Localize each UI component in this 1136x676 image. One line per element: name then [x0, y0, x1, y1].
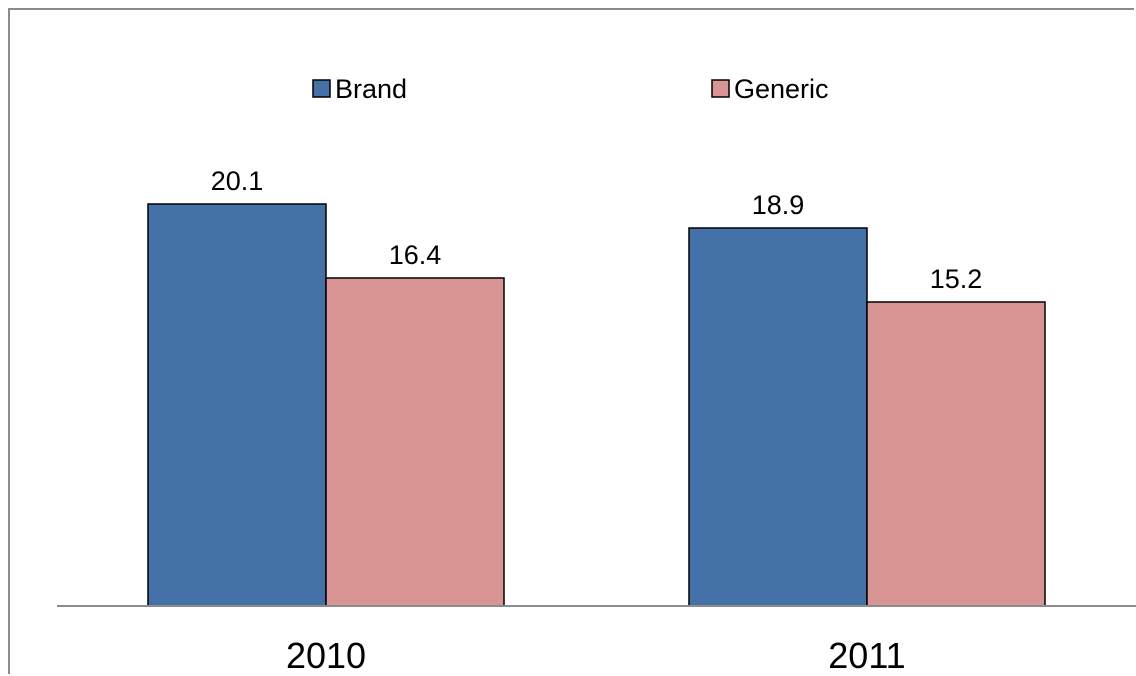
- bar-group: [147, 203, 1046, 607]
- legend-label-brand: Brand: [335, 74, 407, 104]
- data-label-brand-2010: 20.1: [211, 166, 264, 196]
- x-tick-label-group: 2010 2011: [286, 635, 906, 676]
- data-label-generic-2010: 16.4: [389, 240, 442, 270]
- legend-item-generic: Generic: [711, 74, 829, 104]
- bar-generic-2011: [866, 301, 1046, 607]
- legend-swatch-generic: [711, 79, 730, 98]
- data-label-brand-2011: 18.9: [752, 190, 805, 220]
- bar-generic-2010: [325, 277, 505, 607]
- legend-label-generic: Generic: [734, 74, 829, 104]
- bar-brand-2011: [688, 227, 868, 607]
- chart-legend: Brand Generic: [312, 74, 829, 104]
- legend-swatch-brand: [312, 79, 331, 98]
- legend-item-brand: Brand: [312, 74, 407, 104]
- bar-brand-2010: [147, 203, 327, 607]
- data-label-generic-2011: 15.2: [930, 264, 983, 294]
- x-tick-label-2010: 2010: [286, 635, 366, 676]
- x-tick-label-2011: 2011: [828, 635, 905, 676]
- data-label-group: 20.1 16.4 18.9 15.2: [211, 166, 983, 294]
